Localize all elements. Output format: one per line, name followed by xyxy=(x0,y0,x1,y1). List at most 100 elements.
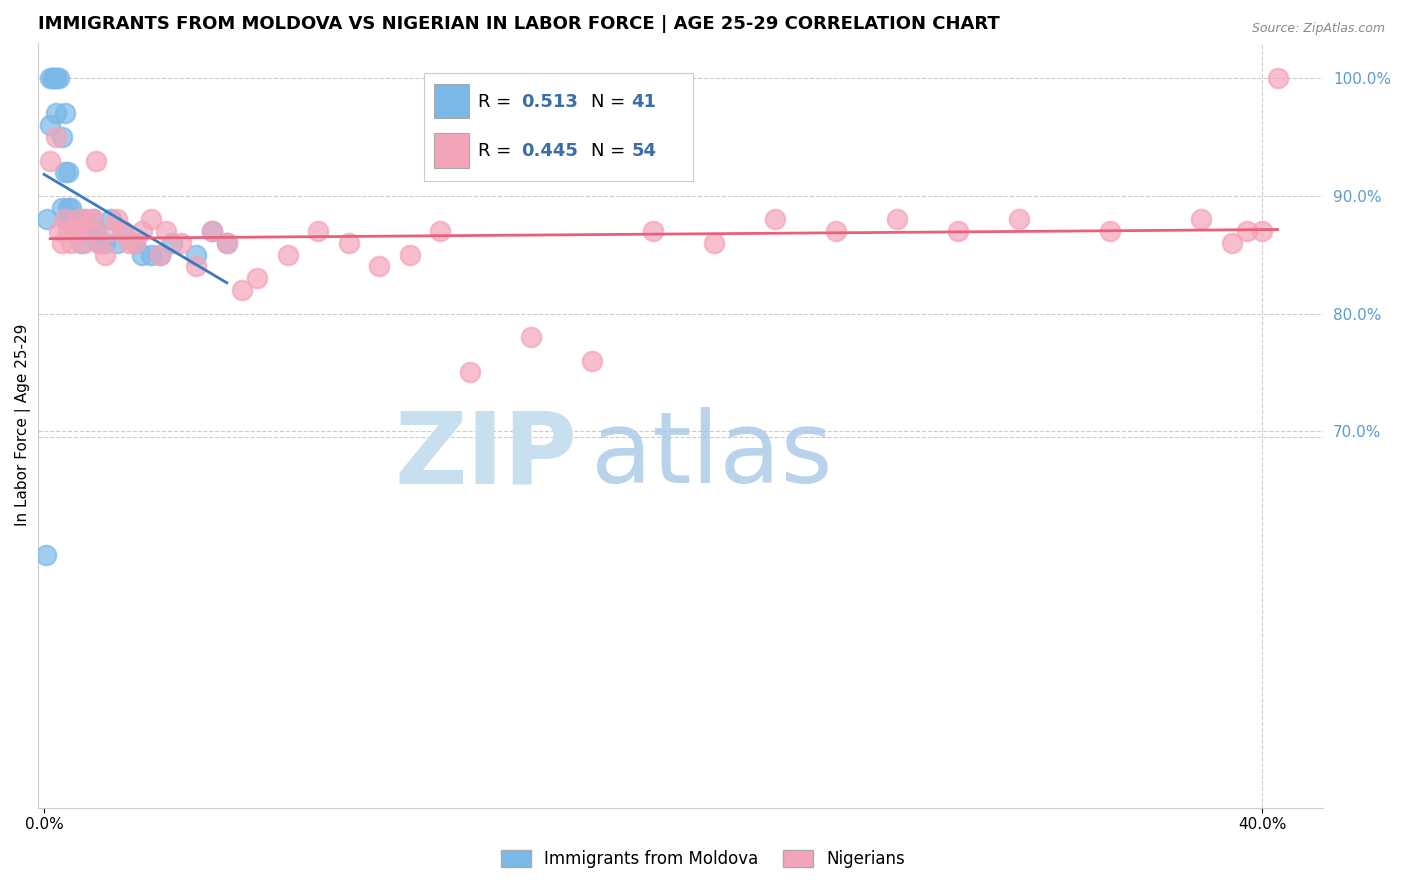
Point xyxy=(139,212,162,227)
Point xyxy=(149,248,172,262)
Point xyxy=(39,71,62,86)
Point xyxy=(643,224,665,238)
Point xyxy=(1220,235,1243,250)
Point xyxy=(58,165,80,179)
Point xyxy=(60,201,83,215)
Point xyxy=(39,118,62,132)
Point xyxy=(170,235,193,250)
Point xyxy=(48,224,70,238)
Point xyxy=(72,235,94,250)
Point xyxy=(76,212,98,227)
Point xyxy=(1191,212,1213,227)
Point xyxy=(1236,224,1258,238)
Point xyxy=(118,235,141,250)
Point xyxy=(277,248,299,262)
Point xyxy=(520,330,543,344)
Legend: Immigrants from Moldova, Nigerians: Immigrants from Moldova, Nigerians xyxy=(494,843,912,875)
Point xyxy=(231,283,253,297)
Point xyxy=(105,212,128,227)
Point xyxy=(100,224,122,238)
Point xyxy=(763,212,786,227)
Point xyxy=(100,212,122,227)
Point xyxy=(246,271,269,285)
Point xyxy=(1099,224,1122,238)
Point xyxy=(131,248,153,262)
Point xyxy=(124,235,146,250)
Point xyxy=(35,212,58,227)
Point xyxy=(87,235,110,250)
Point xyxy=(66,224,89,238)
Point xyxy=(58,224,80,238)
Point xyxy=(66,212,89,227)
Point xyxy=(79,224,101,238)
Point xyxy=(58,201,80,215)
Point xyxy=(186,248,208,262)
Y-axis label: In Labor Force | Age 25-29: In Labor Force | Age 25-29 xyxy=(15,324,31,526)
Point xyxy=(131,224,153,238)
Point xyxy=(398,248,420,262)
Point xyxy=(63,212,86,227)
Point xyxy=(76,224,98,238)
Point xyxy=(45,71,67,86)
Point xyxy=(60,212,83,227)
Point xyxy=(58,212,80,227)
Point xyxy=(112,224,135,238)
Point xyxy=(368,260,391,274)
Point xyxy=(200,224,222,238)
Point xyxy=(124,235,146,250)
Point xyxy=(53,106,76,120)
Point xyxy=(112,224,135,238)
Point xyxy=(460,365,482,379)
Point xyxy=(45,106,67,120)
Point xyxy=(581,353,603,368)
Point xyxy=(160,235,183,250)
Point xyxy=(48,71,70,86)
Point xyxy=(215,235,238,250)
Point xyxy=(94,235,117,250)
Point xyxy=(45,130,67,145)
Point xyxy=(215,235,238,250)
Text: Source: ZipAtlas.com: Source: ZipAtlas.com xyxy=(1251,22,1385,36)
Point xyxy=(39,153,62,168)
Point xyxy=(1251,224,1274,238)
Point xyxy=(703,235,725,250)
Point xyxy=(946,224,969,238)
Point xyxy=(429,224,451,238)
Point xyxy=(94,248,117,262)
Point xyxy=(337,235,360,250)
Point xyxy=(1267,71,1289,86)
Point xyxy=(79,224,101,238)
Point xyxy=(51,235,73,250)
Point xyxy=(69,224,91,238)
Point xyxy=(51,201,73,215)
Point xyxy=(45,71,67,86)
Point xyxy=(84,224,107,238)
Point xyxy=(53,212,76,227)
Point xyxy=(82,212,104,227)
Point xyxy=(84,153,107,168)
Point xyxy=(34,548,56,562)
Point xyxy=(139,248,162,262)
Point xyxy=(886,212,908,227)
Point xyxy=(825,224,848,238)
Point xyxy=(42,71,65,86)
Point xyxy=(200,224,222,238)
Point xyxy=(149,248,172,262)
Point xyxy=(1008,212,1031,227)
Point xyxy=(87,235,110,250)
Point xyxy=(69,235,91,250)
Text: atlas: atlas xyxy=(591,408,832,504)
Point xyxy=(72,212,94,227)
Point xyxy=(186,260,208,274)
Point xyxy=(60,235,83,250)
Point xyxy=(63,224,86,238)
Point xyxy=(155,224,177,238)
Text: ZIP: ZIP xyxy=(395,408,578,504)
Point xyxy=(51,130,73,145)
Point xyxy=(82,212,104,227)
Text: IMMIGRANTS FROM MOLDOVA VS NIGERIAN IN LABOR FORCE | AGE 25-29 CORRELATION CHART: IMMIGRANTS FROM MOLDOVA VS NIGERIAN IN L… xyxy=(38,15,1000,33)
Point xyxy=(63,224,86,238)
Point xyxy=(307,224,329,238)
Point xyxy=(42,71,65,86)
Point xyxy=(53,165,76,179)
